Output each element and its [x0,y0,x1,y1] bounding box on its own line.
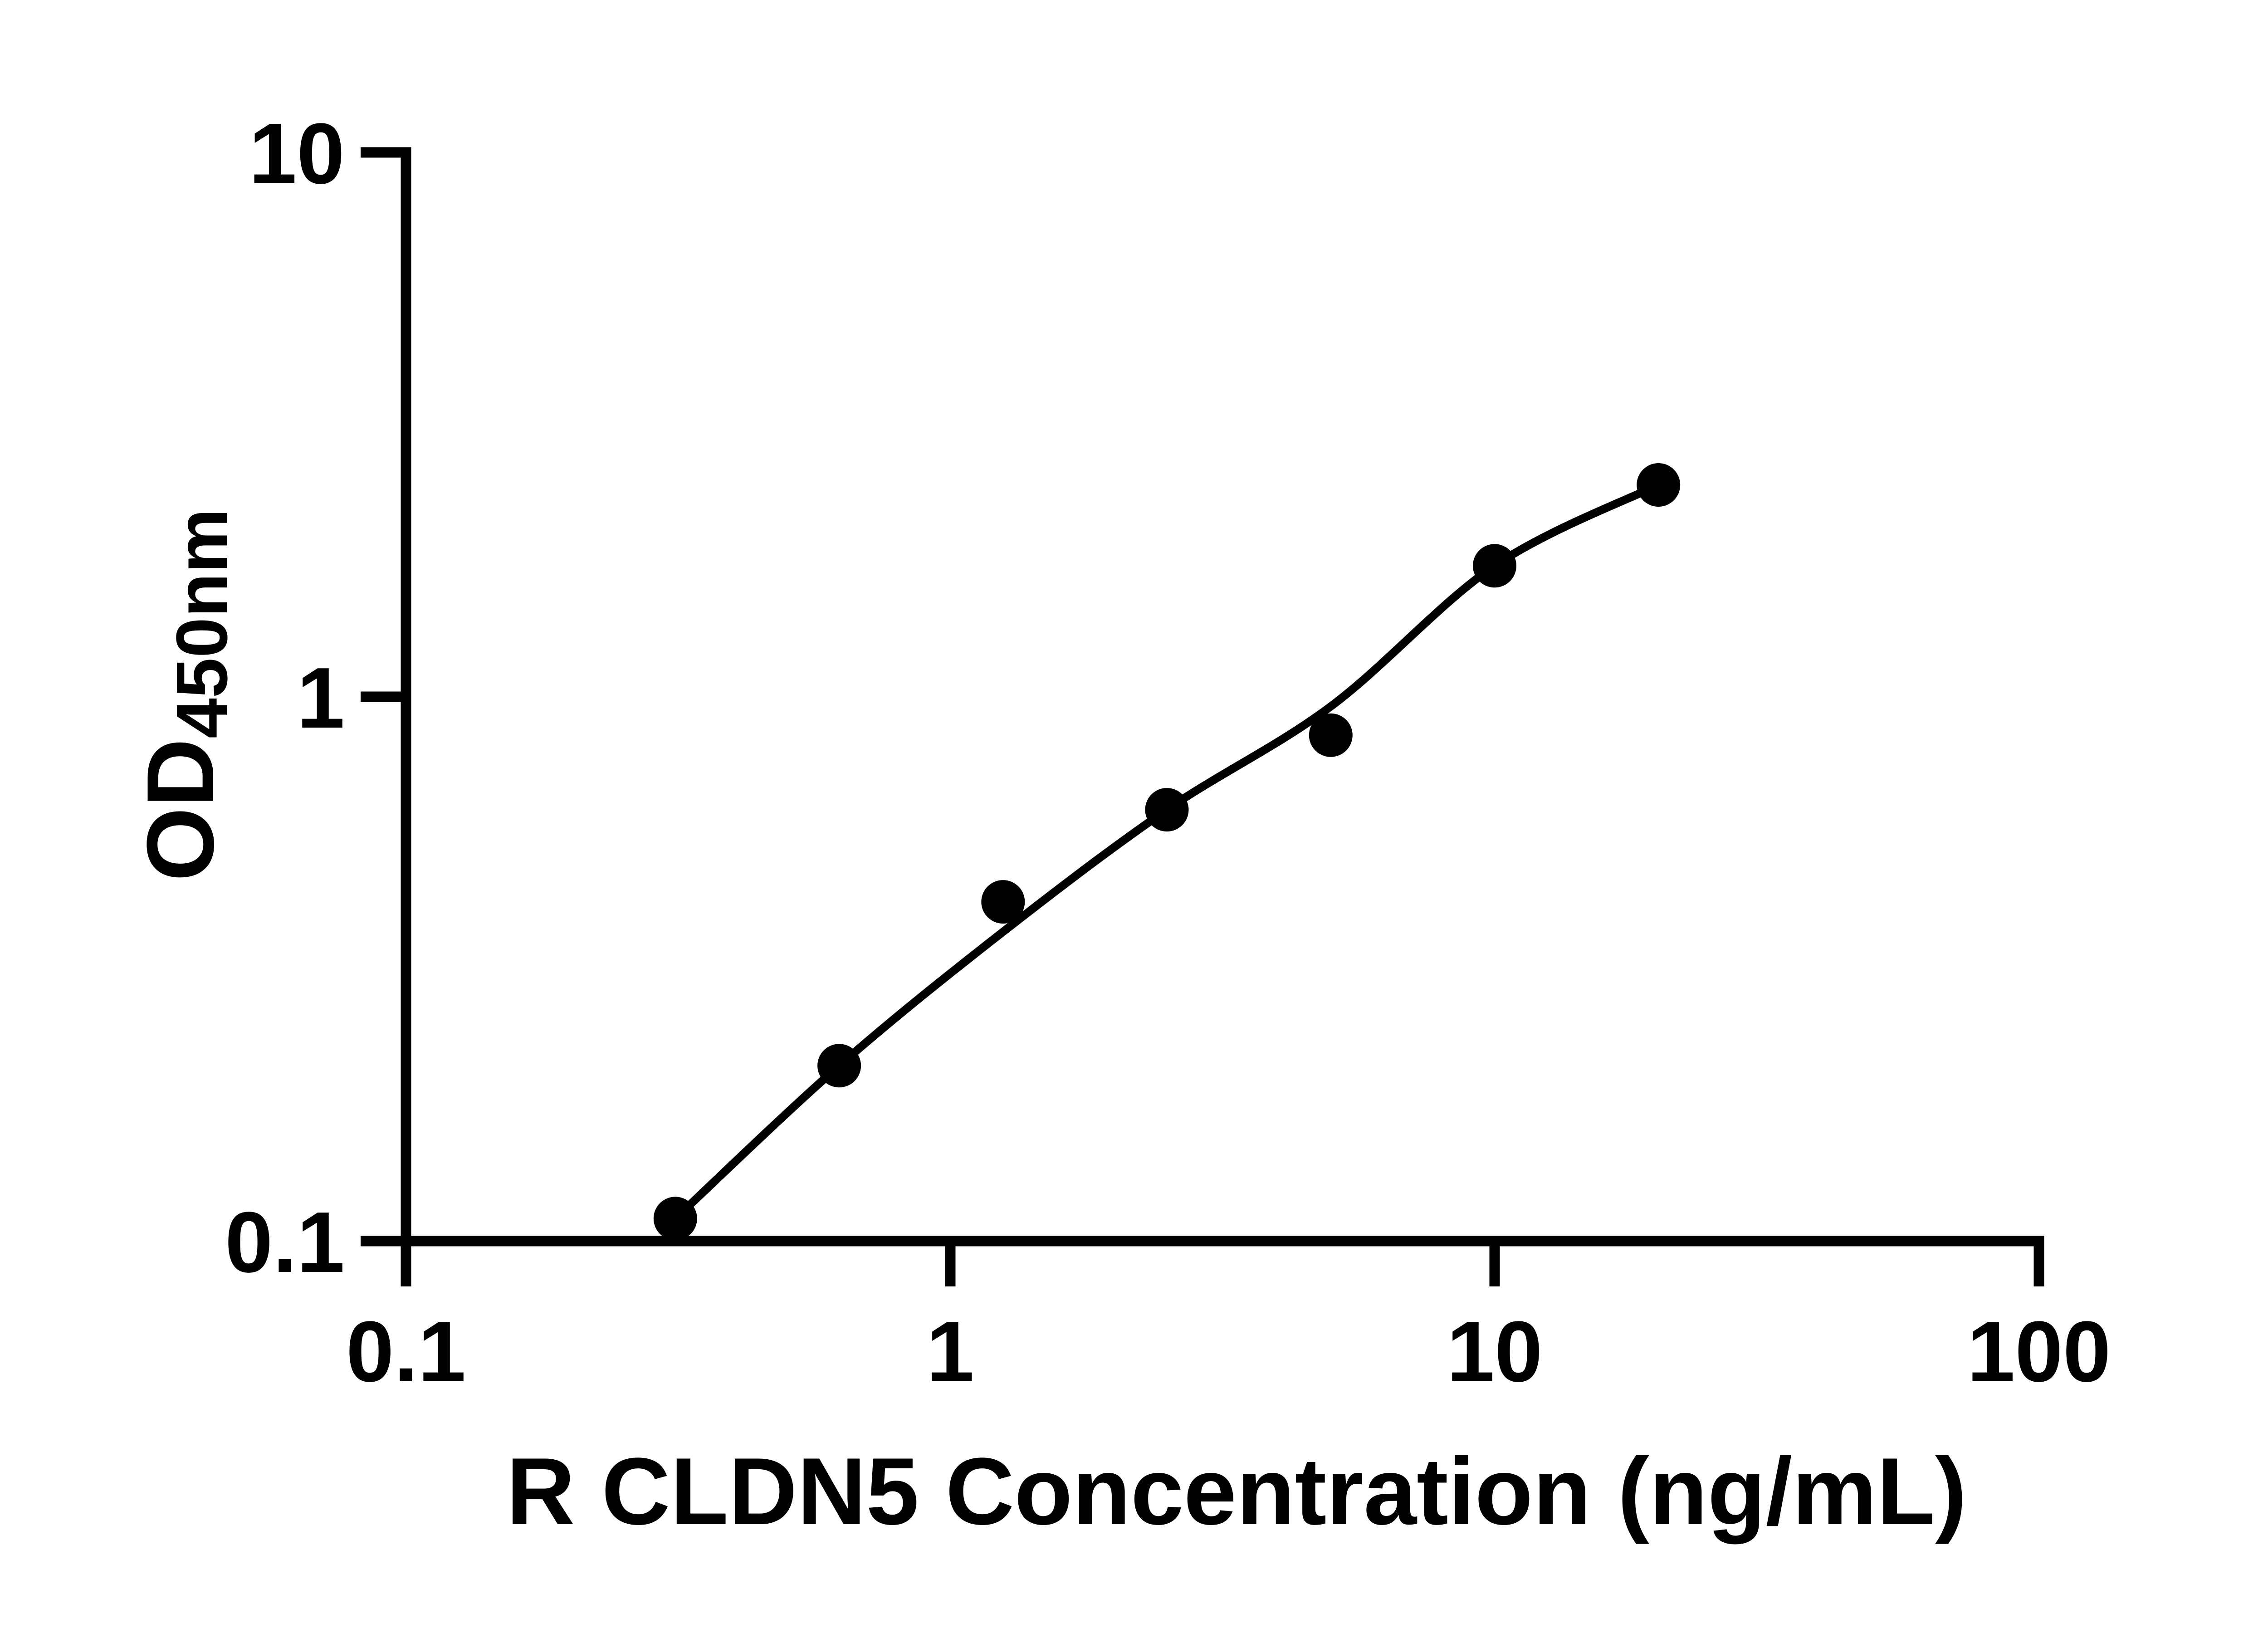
y-axis-title-base: OD [127,738,234,881]
y-axis-title-subscript: 450nm [161,508,242,738]
data-point [1473,544,1516,588]
axes [361,147,2044,1286]
x-tick-label: 10 [1447,1304,1542,1400]
y-axis-title: OD450nm [127,508,242,881]
data-point [981,880,1025,924]
y-tick-label: 0.1 [225,1194,345,1291]
tick-labels: 0.1 1 10 100 10 1 0.1 [225,106,2111,1400]
data-point [1309,713,1353,757]
fit-curve-line [671,481,1663,1223]
y-tick-label: 10 [249,106,345,202]
data-point [817,1044,861,1088]
data-point [653,1197,697,1241]
x-tick-label: 100 [1967,1304,2111,1400]
data-points [653,463,1681,1241]
y-tick-label: 1 [297,650,345,746]
x-tick-label: 1 [926,1304,974,1400]
x-axis-title: R CLDN5 Concentration (ng/mL) [506,1438,1967,1545]
data-point [1637,463,1681,507]
x-tick-label: 0.1 [346,1304,466,1400]
data-point [1145,788,1189,832]
